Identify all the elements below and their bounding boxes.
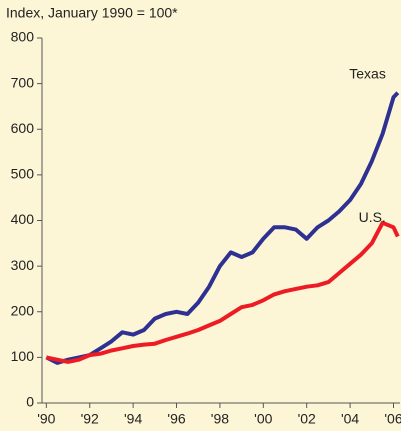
- x-tick-label: '02: [298, 411, 316, 427]
- line: [45, 91, 400, 365]
- x-tick-label: '94: [124, 411, 142, 427]
- series-label: Texas: [349, 65, 386, 81]
- y-tick-label: 100: [11, 348, 35, 364]
- y-tick-label: 700: [11, 74, 35, 90]
- y-tick-label: 300: [11, 257, 35, 273]
- x-tick-label: '98: [211, 411, 229, 427]
- axis-title: Index, January 1990 = 100*: [6, 5, 178, 21]
- y-tick-label: 600: [11, 120, 35, 136]
- y-tick-label: 0: [26, 394, 34, 410]
- y-tick-label: 500: [11, 166, 35, 182]
- y-tick-label: 400: [11, 211, 35, 227]
- x-tick-label: '00: [254, 411, 272, 427]
- x-tick-label: '90: [37, 411, 55, 427]
- y-tick-label: 800: [11, 29, 35, 45]
- x-tick-label: '04: [341, 411, 359, 427]
- line: [45, 220, 400, 364]
- x-tick-label: '06: [384, 411, 401, 427]
- x-tick-label: '96: [167, 411, 185, 427]
- series-label: U.S.: [359, 209, 386, 225]
- x-tick-label: '92: [81, 411, 99, 427]
- y-tick-label: 200: [11, 302, 35, 318]
